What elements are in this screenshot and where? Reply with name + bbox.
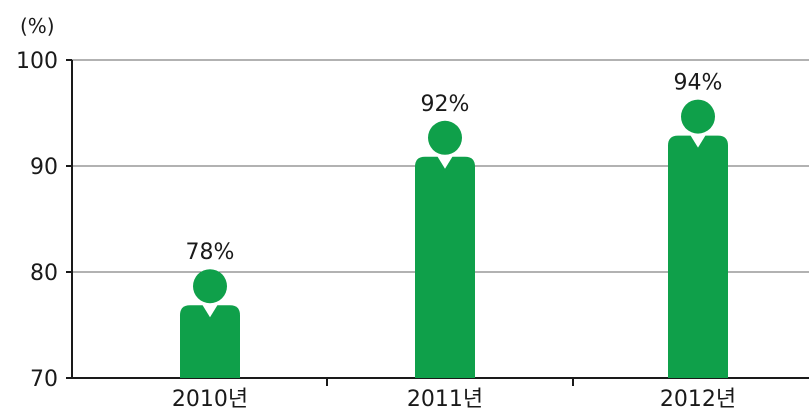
bar-group [180,99,728,378]
bar-collar-notch [690,134,706,148]
x-tick-label: 2011년 [407,387,483,412]
y-ticks: 70 80 90 100 [16,49,72,392]
x-ticks [326,378,574,386]
value-labels: 78% 92% 94% [186,71,723,266]
bar-2012년 [668,135,728,378]
value-label: 94% [674,71,723,96]
y-tick-label: 100 [16,49,58,74]
bar-2010년 [180,305,240,378]
bar-2011년 [415,156,475,378]
bar-collar-notch [202,304,218,318]
y-axis-unit-label: (%) [20,14,55,38]
bar-head [428,120,462,155]
bar-collar-notch [437,155,453,169]
value-label: 78% [186,240,235,265]
x-tick-label: 2010년 [172,387,248,412]
category-labels: 2010년 2011년 2012년 [172,387,736,412]
y-tick-label: 80 [30,261,58,286]
y-tick-label: 90 [30,155,58,180]
y-tick-label: 70 [30,367,58,392]
value-label: 92% [421,92,470,117]
x-tick-label: 2012년 [660,387,736,412]
bar-head [681,99,715,134]
bar-head [193,269,227,304]
